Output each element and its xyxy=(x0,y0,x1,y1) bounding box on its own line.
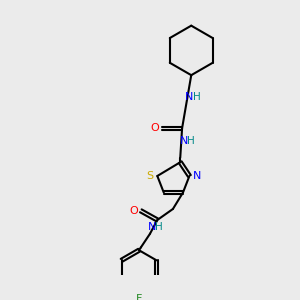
Text: O: O xyxy=(150,123,159,133)
Text: N: N xyxy=(148,222,156,232)
Text: H: H xyxy=(193,92,201,102)
Text: S: S xyxy=(146,171,154,181)
Text: N: N xyxy=(193,171,201,181)
Text: H: H xyxy=(155,222,163,232)
Text: H: H xyxy=(188,136,195,146)
Text: N: N xyxy=(180,136,188,146)
Text: F: F xyxy=(136,294,142,300)
Text: N: N xyxy=(185,92,194,102)
Text: O: O xyxy=(129,206,138,216)
